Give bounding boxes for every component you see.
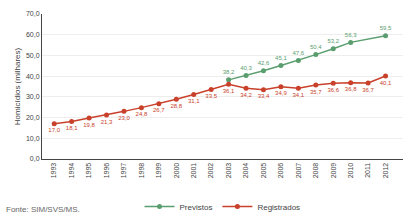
svg-text:2002: 2002	[207, 163, 214, 179]
svg-text:20,0: 20,0	[26, 114, 40, 121]
svg-text:21,3: 21,3	[101, 119, 113, 125]
svg-text:Registrados: Registrados	[257, 203, 300, 212]
svg-text:2009: 2009	[330, 163, 337, 179]
svg-text:2008: 2008	[312, 163, 319, 179]
svg-text:1993: 1993	[50, 163, 57, 179]
svg-text:0,0: 0,0	[30, 155, 40, 162]
svg-text:34,9: 34,9	[275, 90, 287, 96]
svg-text:1994: 1994	[68, 163, 75, 179]
svg-text:40,1: 40,1	[380, 80, 392, 86]
svg-text:1998: 1998	[138, 163, 145, 179]
svg-text:33,4: 33,4	[258, 93, 270, 99]
svg-text:Fonte: SIM/SVS/MS.: Fonte: SIM/SVS/MS.	[6, 205, 80, 214]
svg-text:35,7: 35,7	[310, 89, 322, 95]
svg-text:60,0: 60,0	[26, 31, 40, 38]
svg-text:36,1: 36,1	[223, 88, 235, 94]
svg-text:1999: 1999	[155, 163, 162, 179]
svg-text:19,8: 19,8	[83, 122, 95, 128]
svg-text:50,0: 50,0	[26, 52, 40, 59]
svg-text:2003: 2003	[225, 163, 232, 179]
svg-text:1997: 1997	[120, 163, 127, 179]
svg-text:42,6: 42,6	[258, 60, 270, 66]
svg-text:23,0: 23,0	[118, 115, 130, 121]
svg-text:2006: 2006	[277, 163, 284, 179]
svg-text:24,8: 24,8	[136, 111, 148, 117]
svg-text:40,0: 40,0	[26, 73, 40, 80]
svg-text:53,2: 53,2	[327, 38, 339, 44]
svg-text:28,8: 28,8	[170, 103, 182, 109]
svg-text:36,6: 36,6	[327, 87, 339, 93]
svg-text:2001: 2001	[190, 163, 197, 179]
svg-text:36,8: 36,8	[345, 86, 357, 92]
svg-text:18,1: 18,1	[66, 125, 78, 131]
svg-text:70,0: 70,0	[26, 10, 40, 17]
svg-text:2007: 2007	[295, 163, 302, 179]
svg-text:2000: 2000	[173, 163, 180, 179]
svg-text:36,7: 36,7	[362, 87, 374, 93]
svg-text:10,0: 10,0	[26, 135, 40, 142]
svg-text:2011: 2011	[364, 163, 371, 178]
svg-text:56,3: 56,3	[345, 32, 357, 38]
svg-text:34,1: 34,1	[293, 92, 305, 98]
svg-text:17,0: 17,0	[48, 127, 60, 133]
svg-text:45,1: 45,1	[275, 55, 287, 61]
svg-text:34,2: 34,2	[240, 92, 252, 98]
svg-text:2005: 2005	[260, 163, 267, 179]
svg-text:Homicídios (milhares): Homicídios (milhares)	[13, 47, 22, 125]
svg-text:59,5: 59,5	[380, 25, 392, 31]
svg-text:38,2: 38,2	[223, 69, 235, 75]
svg-text:26,7: 26,7	[153, 107, 165, 113]
svg-text:2010: 2010	[347, 163, 354, 179]
svg-text:33,5: 33,5	[205, 93, 217, 99]
svg-text:50,4: 50,4	[310, 44, 322, 50]
svg-text:Previstos: Previstos	[180, 203, 213, 212]
svg-text:2012: 2012	[382, 163, 389, 179]
svg-text:40,3: 40,3	[240, 65, 252, 71]
svg-text:30,0: 30,0	[26, 93, 40, 100]
svg-text:31,1: 31,1	[188, 98, 200, 104]
svg-text:47,6: 47,6	[293, 50, 305, 56]
svg-text:1995: 1995	[85, 163, 92, 179]
svg-text:2004: 2004	[242, 163, 249, 179]
svg-text:1996: 1996	[103, 163, 110, 179]
